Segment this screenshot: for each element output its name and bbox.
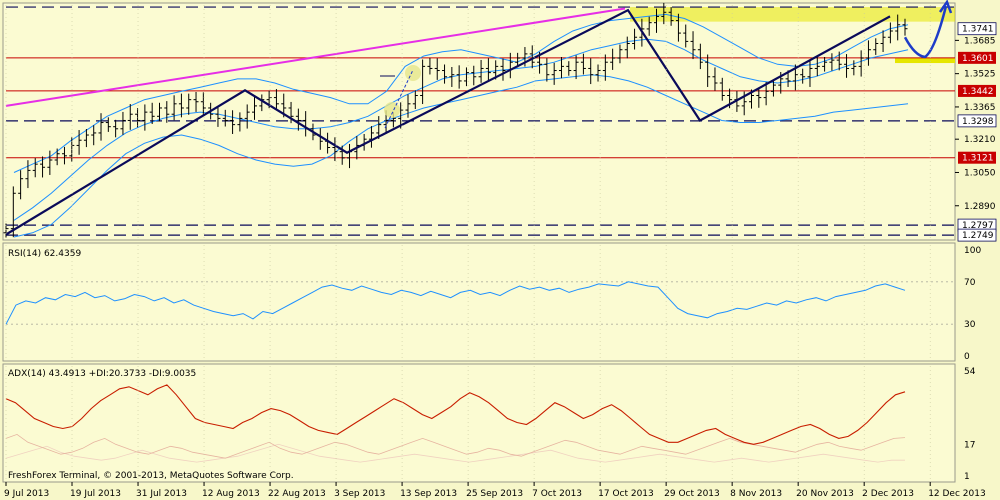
forecast-arrowhead [938, 0, 953, 14]
axes: 1.3685 1.3525 1.3365 1.3210 1.3050 1.2890 1.37… [4, 5, 997, 499]
x-tick-label: 3 Sep 2013 [334, 489, 385, 499]
projection-dashed [384, 69, 414, 129]
adx-tick-label: 1 [964, 472, 970, 482]
level-label: 1.2749 [962, 231, 994, 241]
adx-series-adx [5, 384, 906, 445]
x-tick-label: 22 Aug 2013 [268, 489, 326, 499]
x-tick-label: 29 Oct 2013 [664, 489, 720, 499]
rsi-tick-label: 100 [964, 246, 981, 256]
rsi-title: RSI(14) 62.4359 [8, 249, 81, 259]
price-plot [3, 0, 955, 238]
forecast-arrow [903, 5, 948, 59]
y-tick-label: 1.3365 [964, 103, 996, 113]
adx-tick-label: 17 [964, 440, 975, 450]
level-label: 1.3121 [962, 154, 994, 164]
price-panel [2, 2, 956, 241]
level-label: 1.3741 [962, 25, 994, 35]
y-tick-label: 1.3525 [964, 70, 996, 80]
magenta-trendline [5, 7, 626, 107]
x-tick-label: 19 Jul 2013 [70, 489, 121, 499]
copyright-text: FreshForex Terminal, © 2001-2013, MetaQu… [8, 471, 294, 481]
x-tick-label: 2 Dec 2013 [862, 489, 914, 499]
yellow-top-zone [630, 7, 955, 22]
x-tick-label: 12 Dec 2013 [928, 489, 986, 499]
level-label: 1.3601 [962, 54, 994, 64]
x-tick-label: 8 Nov 2013 [730, 489, 782, 499]
x-tick-label: 12 Aug 2013 [202, 489, 260, 499]
level-label-box [958, 84, 996, 97]
bollinger-middle [13, 38, 909, 221]
level-label: 1.3442 [962, 87, 994, 97]
x-tick-label: 17 Oct 2013 [598, 489, 654, 499]
bollinger-lower [13, 74, 909, 238]
y-tick-label: 1.3210 [964, 135, 996, 145]
y-tick-label: 1.3685 [964, 36, 996, 46]
rsi-tick-label: 30 [964, 320, 976, 330]
x-tick-label: 9 Jul 2013 [4, 489, 49, 499]
adx-plot [5, 384, 906, 463]
level-label-box [957, 228, 997, 242]
x-tick-label: 20 Nov 2013 [796, 489, 854, 499]
level-label: 1.3298 [962, 117, 994, 127]
y-tick-label: 1.2890 [964, 202, 996, 212]
adx-series-di [5, 443, 905, 463]
x-tick-label: 7 Oct 2013 [532, 489, 582, 499]
zigzag-trendline [5, 8, 891, 236]
y-tick-label: 1.3050 [964, 168, 996, 178]
highlight-circle [405, 65, 421, 81]
adx-title: ADX(14) 43.4913 +DI:20.3733 -DI:9.0035 [8, 369, 196, 379]
adx-tick-label: 54 [964, 367, 976, 377]
rsi-panel [2, 242, 956, 362]
adx-series-di [5, 433, 906, 459]
level-label-box [957, 114, 997, 128]
rsi-tick-label: 0 [964, 352, 970, 362]
bollinger-upper [13, 13, 909, 173]
highlight-circle [384, 102, 400, 118]
rsi-tick-label: 70 [964, 278, 976, 288]
adx-panel [2, 363, 956, 483]
rsi-line [5, 281, 906, 325]
level-label-box [957, 22, 997, 36]
yellow-support-zone [895, 58, 955, 64]
rsi-plot [5, 281, 955, 325]
x-tick-label: 31 Jul 2013 [136, 489, 187, 499]
x-tick-label: 13 Sep 2013 [400, 489, 457, 499]
x-tick-label: 25 Sep 2013 [466, 489, 523, 499]
level-label-box [958, 151, 996, 164]
level-label: 1.2797 [962, 221, 994, 231]
level-label-box [958, 51, 996, 64]
